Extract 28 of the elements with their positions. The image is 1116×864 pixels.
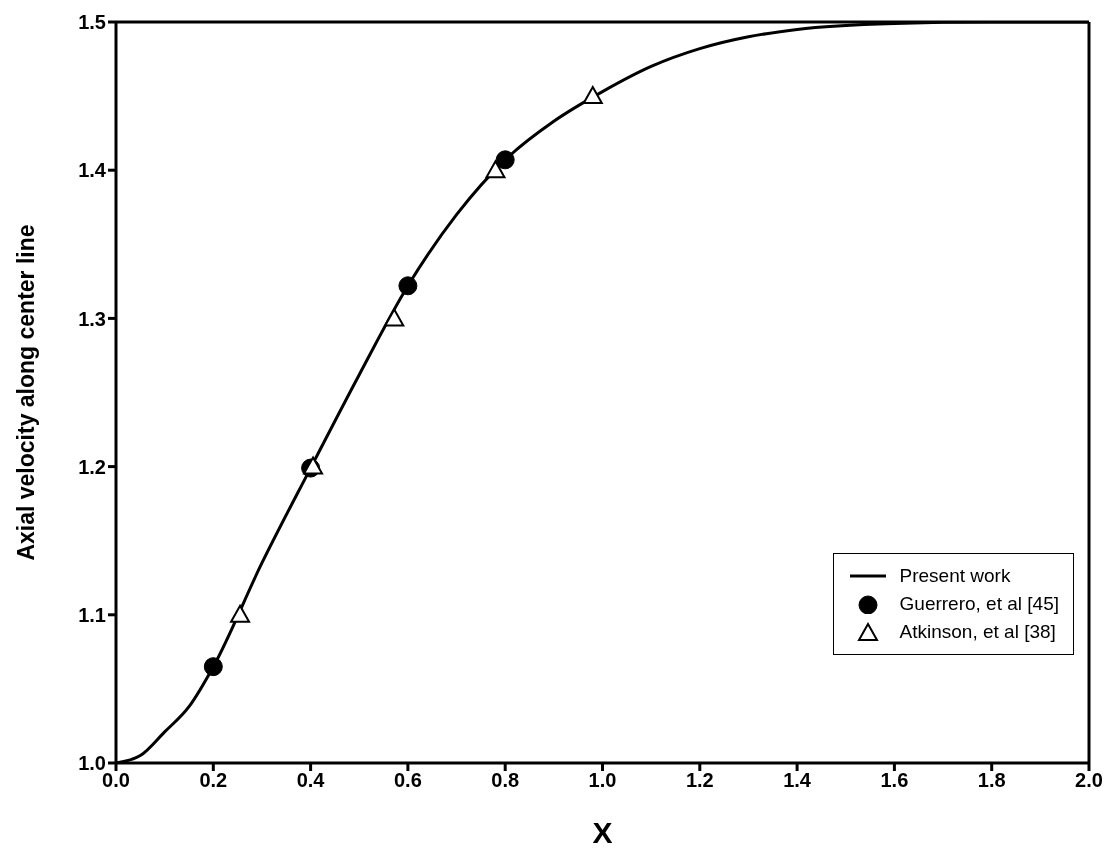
- x-tick-label: 0.8: [491, 769, 520, 792]
- y-tick-label: 1.1: [78, 603, 106, 626]
- point: [485, 160, 506, 179]
- x-tick-label: 0.0: [102, 769, 130, 792]
- legend-label: Atkinson, et al [38]: [899, 620, 1056, 644]
- point: [398, 276, 418, 296]
- point: [230, 604, 251, 623]
- point: [582, 86, 603, 105]
- legend-label: Guerrero, et al [45]: [899, 592, 1059, 616]
- y-tick-label: 1.4: [78, 159, 107, 182]
- y-axis-title: Axial velocity along center line: [13, 224, 40, 561]
- x-tick-label: 0.4: [296, 769, 326, 792]
- x-tick-label: 1.2: [685, 769, 714, 792]
- legend-label: Present work: [899, 564, 1011, 588]
- y-tick-label: 1.3: [78, 307, 106, 330]
- y-tick-label: 1.2: [78, 455, 106, 478]
- point: [384, 308, 405, 327]
- x-tick-label: 1.8: [977, 769, 1006, 792]
- x-tick-label: 0.6: [393, 769, 422, 792]
- y-tick-label: 1.5: [78, 11, 106, 34]
- x-tick-label: 1.6: [880, 769, 909, 792]
- x-axis-title: X: [592, 816, 613, 849]
- x-tick-label: 1.0: [588, 769, 617, 792]
- x-tick-label: 0.2: [199, 769, 228, 792]
- point: [203, 657, 223, 677]
- point: [495, 150, 515, 170]
- x-tick-label: 2.0: [1075, 769, 1103, 792]
- x-tick-label: 1.4: [783, 769, 812, 792]
